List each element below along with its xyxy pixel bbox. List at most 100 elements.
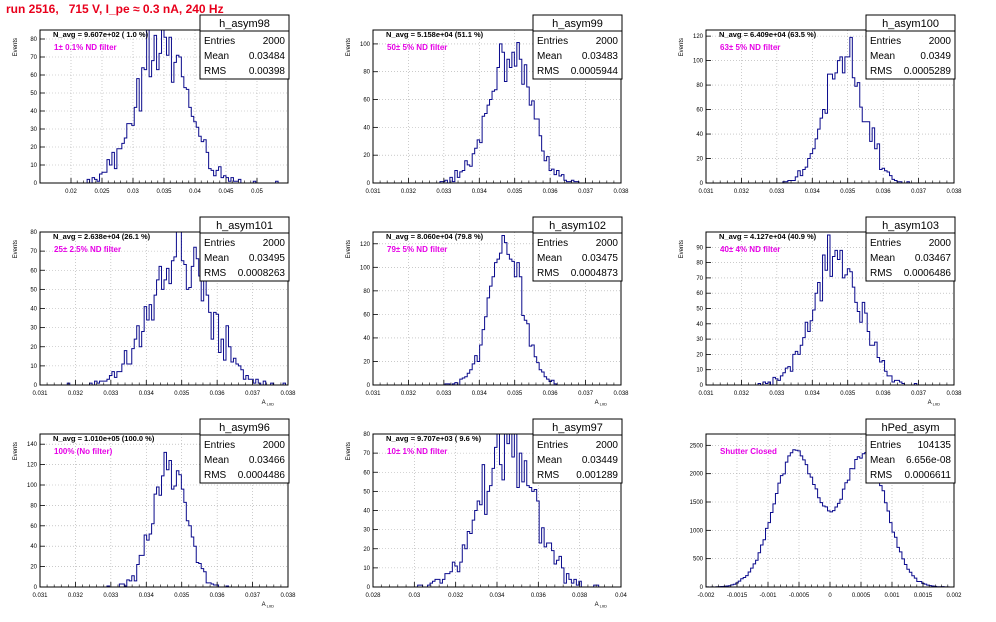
histogram-bin xyxy=(768,523,770,587)
histogram-bin xyxy=(832,79,834,183)
stats-mean-label: Mean xyxy=(204,253,229,264)
histogram-bin xyxy=(169,284,171,385)
x-tick-label: 0.037 xyxy=(578,391,594,397)
x-tick-label: 0.036 xyxy=(531,593,547,599)
histogram-bin xyxy=(887,376,889,385)
x-tick-label: 0.036 xyxy=(876,391,892,397)
histogram-bin xyxy=(490,486,492,587)
y-tick-label: 70 xyxy=(363,451,370,457)
histogram-bin xyxy=(770,513,772,587)
histogram-name: h_asym101 xyxy=(216,220,273,232)
y-tick-label: 0 xyxy=(700,585,704,591)
histogram-name: h_asym97 xyxy=(552,422,603,434)
histogram-bin xyxy=(850,272,852,385)
histogram-bin xyxy=(522,316,524,385)
histogram-bin xyxy=(803,460,805,587)
plot-frame xyxy=(372,29,622,184)
y-tick-label: 70 xyxy=(696,276,703,282)
x-tick-label: 0.037 xyxy=(911,391,927,397)
x-tick-label: 0.05 xyxy=(251,189,263,195)
stats-entries-label: Entries xyxy=(204,36,235,47)
y-tick-label: 100 xyxy=(27,483,38,489)
histogram-bin xyxy=(547,543,549,587)
x-axis-label: ALIID xyxy=(595,400,607,407)
y-tick-label: 100 xyxy=(693,59,704,65)
stats-box: h_asym97 Entries 2000 Mean 0.03449 RMS 0.00128… xyxy=(532,418,623,484)
histogram-bin xyxy=(845,57,847,183)
stats-mean-value: 0.03495 xyxy=(249,253,286,264)
histogram-bin xyxy=(157,70,159,183)
histogram-bin xyxy=(877,477,879,587)
x-tick-label: 0.04 xyxy=(615,593,627,599)
stats-entries-value: 2000 xyxy=(596,238,619,249)
histogram-bin xyxy=(497,259,499,385)
histogram-bin xyxy=(800,456,802,587)
histogram-bin xyxy=(147,540,149,587)
stats-rms-label: RMS xyxy=(870,66,893,77)
histogram-bin xyxy=(512,52,514,183)
x-tick-label: -0.002 xyxy=(697,593,715,599)
histogram-bin xyxy=(808,331,810,385)
histogram-bin xyxy=(559,176,561,183)
histogram-bin xyxy=(219,352,221,385)
y-tick-label: 40 xyxy=(30,544,37,550)
x-tick-label: 0.033 xyxy=(436,391,452,397)
histogram-bin xyxy=(800,176,802,183)
y-tick-label: 80 xyxy=(696,261,703,267)
y-tick-label: 80 xyxy=(30,230,37,236)
stats-box-frame xyxy=(532,216,623,282)
histogram-bin xyxy=(882,491,884,587)
stats-box: h_asym101 Entries 2000 Mean 0.03495 RMS 0.0008… xyxy=(199,216,290,282)
histogram-bin xyxy=(828,511,830,587)
y-axis-label: Events xyxy=(13,442,19,460)
x-axis-label: ALIID xyxy=(595,602,607,609)
x-tick-label: 0.032 xyxy=(401,189,417,195)
y-tick-label: 80 xyxy=(30,37,37,43)
histogram-bin xyxy=(142,555,144,587)
histogram-bin xyxy=(852,78,854,183)
y-tick-label: 30 xyxy=(363,528,370,534)
navg-label: N_avg = 6.409e+04 (63.5 %) xyxy=(719,30,817,39)
stats-rms-value: 0.00398 xyxy=(249,66,286,77)
x-tick-label: 0.0005 xyxy=(852,593,871,599)
y-tick-label: 20 xyxy=(696,352,703,358)
histogram-bin xyxy=(780,476,782,587)
histogram-bin xyxy=(880,486,882,587)
y-tick-label: 50 xyxy=(696,307,703,313)
x-tick-label: 0.036 xyxy=(543,391,559,397)
stats-box: h_asym96 Entries 2000 Mean 0.03466 RMS 0.00044… xyxy=(199,418,290,484)
histogram-bin xyxy=(206,583,208,587)
stats-rms-label: RMS xyxy=(204,66,227,77)
stats-entries-value: 2000 xyxy=(263,36,286,47)
filter-label: 63± 5% ND filter xyxy=(720,43,780,52)
histogram-bin xyxy=(485,514,487,587)
histogram-panel-h_asym100: 0.031 0.032 0.033 0.034 0.035 0.036 0.037 0.038… xyxy=(679,14,962,195)
x-tick-label: 0.036 xyxy=(876,189,892,195)
histogram-bin xyxy=(509,259,511,385)
histogram-bin xyxy=(527,486,529,587)
x-tick-label: 0.032 xyxy=(448,593,464,599)
stats-mean-value: 0.03483 xyxy=(582,51,619,62)
y-tick-label: 40 xyxy=(363,509,370,515)
histogram-bin xyxy=(773,504,775,587)
histogram-bin xyxy=(492,91,494,183)
histogram-bin xyxy=(842,73,844,183)
stats-entries-label: Entries xyxy=(537,36,568,47)
histogram-bin xyxy=(495,90,497,183)
histogram-bin xyxy=(159,495,161,587)
histogram-bin xyxy=(231,362,233,385)
y-tick-label: 100 xyxy=(360,42,371,48)
histogram-bin xyxy=(850,469,852,587)
histogram-bin xyxy=(509,68,511,183)
y-tick-label: 80 xyxy=(363,70,370,76)
histogram-bin xyxy=(830,74,832,183)
y-tick-label: 0 xyxy=(367,585,371,591)
stats-box: hPed_asym Entries 104135 Mean 6.656e-08 RMS 0.… xyxy=(865,418,956,484)
stats-rms-label: RMS xyxy=(537,470,560,481)
y-tick-label: 80 xyxy=(30,503,37,509)
stats-mean-label: Mean xyxy=(537,253,562,264)
histogram-bin xyxy=(564,583,566,587)
x-tick-label: 0.04 xyxy=(189,189,201,195)
y-tick-label: 80 xyxy=(363,289,370,295)
y-tick-label: 60 xyxy=(363,98,370,104)
